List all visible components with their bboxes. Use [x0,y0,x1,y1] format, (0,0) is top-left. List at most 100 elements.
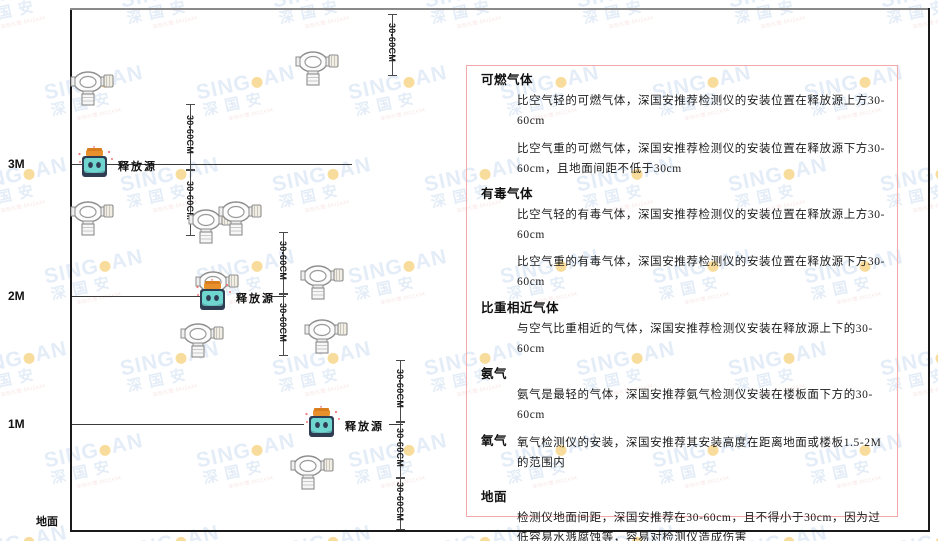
panel-section-text: 氧气检测仪的安装，深国安推荐其安装高度在距离地面或楼板1.5-2M的范围内 [517,436,882,469]
release-source-label-2m: 释放源 [236,293,275,305]
dimension-tick [396,360,405,361]
ground-line [70,530,930,532]
dimension-label: 30-60CM [387,23,397,63]
dimension-segment: 30-60CM [395,360,456,422]
watermark-tiny: 深圳代理-0611434 [151,14,198,31]
watermark-dot-icon [402,259,416,273]
gas-detector-icon [68,198,114,243]
watermark-tiny: 深圳代理-0611434 [151,382,198,399]
dimension-tick [279,232,288,233]
release-source-icon [305,406,341,445]
watermark-tiny: 深圳代理-0611434 [911,14,938,31]
dimension-label: 30-60CM [395,482,405,522]
dimension-line [190,104,191,170]
dimension-tick [186,170,195,171]
watermark-cn: 深国安 [201,457,270,488]
watermark-cn: 深国安 [581,0,650,28]
gas-detector-icon [178,320,224,365]
panel-section-text: 比空气重的有毒气体，深国安推荐检测仪的安装位置在释放源下方30-60cm [517,256,886,289]
dimension-line [190,170,191,236]
dimension-line [392,14,393,76]
panel-section-heading: 有毒气体 [481,186,534,201]
watermark-dot-icon [174,535,188,541]
watermark-tiny: 深圳代理-0611434 [759,14,806,31]
dimension-label: 30-60CM [395,369,405,409]
watermark-cn: 深国安 [733,0,802,28]
dimension-tick [396,477,405,478]
watermark-dot-icon [250,443,264,457]
release-source-label-1m: 释放源 [345,421,384,433]
watermark-tiny: 深圳代理-0611434 [303,382,350,399]
dimension-segment: 30-60CM [278,294,339,356]
dimension-tick [388,75,397,76]
dimension-label: 30-60CM [395,428,405,468]
watermark-dot-icon [98,259,112,273]
watermark-cn: 深国安 [277,365,346,396]
watermark-dot-icon [478,535,492,541]
watermark-cn: 深国安 [0,0,42,28]
panel-section-heading: 氨气 [481,367,508,381]
dimension-tick [186,235,195,236]
dimension-segment: 30-60CM [387,14,448,76]
watermark-cn: 深国安 [125,0,194,28]
gas-detector-icon [293,48,339,93]
gas-detector-icon [68,68,114,113]
dimension-line [283,294,284,356]
right-border [928,8,930,532]
dimension-tick [279,293,288,294]
dimension-tick [186,169,195,170]
dimension-tick [396,422,405,423]
watermark-dot-icon [326,535,340,541]
dimension-label: 30-60CM [278,241,288,281]
dimension-line [283,232,284,294]
dimension-line [400,478,401,530]
watermark-tiny: 深圳代理-0611434 [379,106,426,123]
watermark-tiny: 深圳代理-0611434 [75,290,122,307]
release-source-label-3m: 释放源 [118,161,157,173]
watermark-cn: 深国安 [277,0,346,28]
panel-section: 氧气 氧气检测仪的安装，深国安推荐其安装高度在距离地面或楼板1.5-2M的范围内 [481,433,887,473]
gas-detector-icon [302,316,348,361]
dimension-segment: 30-60CM [395,422,456,478]
dimension-tick [396,529,405,530]
dimension-label: 30-60CM [278,303,288,343]
dimension-tick [279,355,288,356]
panel-spacer [481,480,887,489]
gas-detector-icon [216,198,262,243]
watermark-tiny: 深圳代理-0611434 [75,474,122,491]
watermark-cn: 深国安 [49,457,118,488]
watermark-tiny: 深圳代理-0611434 [303,198,350,215]
guidance-panel: 可燃气体 比空气轻的可燃气体，深国安推荐检测仪的安装位置在释放源上方30-60cm… [466,65,898,541]
level-line-2m [72,296,202,297]
vertical-axis [70,8,72,532]
dimension-tick [396,478,405,479]
dimension-line [400,422,401,478]
release-source-icon [78,146,114,185]
watermark-cn: 深国安 [0,181,42,212]
panel-section-heading: 氧气 [481,433,508,448]
watermark-dot-icon [22,535,36,541]
watermark-tiny: 深圳代理-0611434 [607,14,654,31]
watermark-cn: 深国安 [353,273,422,304]
panel-section-text: 比空气重的可燃气体，深国安推荐检测仪的安装位置在释放源下方30-60cm，且地面… [517,142,886,175]
ground-label: 地面 [36,516,58,528]
dimension-segment: 30-60CM [395,478,456,530]
dimension-segment: 30-60CM [185,104,246,170]
panel-section-heading: 可燃气体 [481,73,534,87]
level-line-1m [72,424,304,425]
gas-detector-icon [288,452,334,497]
leader-1m [389,424,403,425]
